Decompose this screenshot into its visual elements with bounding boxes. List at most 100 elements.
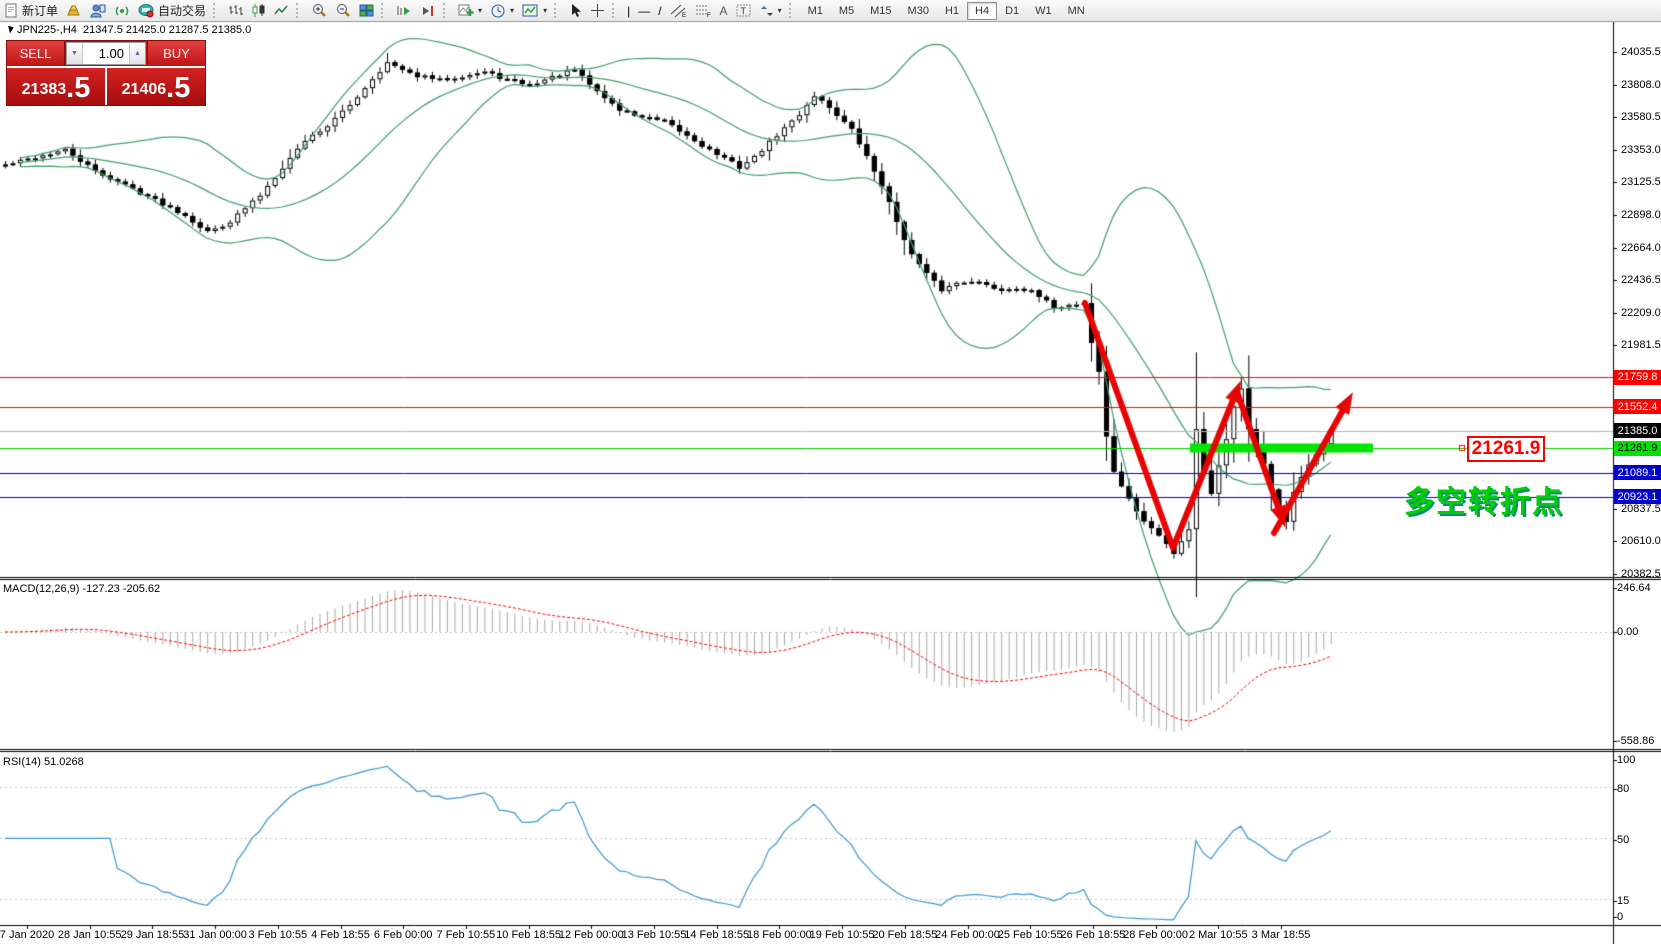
zoom-in-button[interactable]: [307, 2, 331, 20]
auto-scroll-button[interactable]: [392, 2, 416, 20]
timeframe-m30[interactable]: M30: [907, 4, 929, 17]
time-tick-label: 28 Feb 00:00: [1123, 929, 1189, 941]
gold-bars-icon: [67, 5, 80, 16]
dropdown-caret-icon: ▾: [543, 6, 548, 15]
macd-label: MACD(12,26,9) -127.23 -205.62: [3, 583, 161, 595]
trendline-tool[interactable]: /: [654, 2, 665, 20]
indicator-tick-label: 0.00: [1617, 626, 1639, 638]
cursor-arrow-icon: [572, 4, 582, 17]
object-anchor-icon: [8, 24, 15, 34]
price-tick-label: 20610.0: [1621, 535, 1661, 548]
indicator-tick-label: -558.86: [1617, 735, 1655, 747]
line-chart-button[interactable]: [270, 2, 293, 20]
zoom-out-button[interactable]: [331, 2, 355, 20]
buy-price-main: 21406: [121, 81, 167, 98]
timeframe-h1[interactable]: H1: [944, 4, 960, 17]
timeframe-w1[interactable]: W1: [1035, 4, 1052, 17]
main-toolbar: 新订单 自动交易: [0, 0, 1661, 22]
price-tick-label: 22898.0: [1621, 208, 1661, 221]
sell-button[interactable]: SELL: [7, 41, 65, 66]
shapes-tool[interactable]: ▾: [756, 2, 786, 20]
time-tick-label: 2 Mar 10:55: [1188, 929, 1248, 941]
volume-value[interactable]: 1.00: [98, 46, 124, 61]
buy-button[interactable]: BUY: [147, 41, 205, 66]
chart-shift-icon: [423, 6, 434, 16]
price-tick-label: 20837.5: [1621, 502, 1661, 515]
new-order-button[interactable]: 新订单: [0, 2, 62, 20]
sell-price-button[interactable]: 21383.5: [7, 68, 106, 105]
svg-text:E: E: [682, 13, 686, 18]
toolbar-separator: [443, 3, 450, 18]
trader-person-icon: [90, 4, 106, 18]
autotrading-label: 自动交易: [158, 4, 207, 18]
autotrading-button[interactable]: 自动交易: [134, 2, 210, 20]
time-tick-label: 28 Jan 10:55: [57, 929, 122, 941]
price-tick-label: 23353.0: [1621, 143, 1661, 156]
timeframe-m15[interactable]: M15: [870, 4, 892, 17]
volume-decrease-button[interactable]: ▼: [67, 43, 83, 64]
arrows-shapes-icon: [760, 5, 773, 16]
candlestick-icon: [252, 4, 265, 17]
toolbar-separator: [381, 3, 388, 18]
buy-price-frac: .5: [166, 72, 191, 104]
time-tick-label: 26 Feb 18:55: [1060, 929, 1126, 941]
price-tick-label: 22664.0: [1621, 241, 1661, 254]
chart-shift-button[interactable]: [416, 2, 440, 20]
fibonacci-tool[interactable]: F: [691, 2, 716, 20]
price-level-badge: 21759.8: [1614, 369, 1661, 385]
text-icon: A: [719, 3, 728, 18]
text-tool[interactable]: A: [716, 2, 732, 20]
market-watch-button[interactable]: [62, 2, 86, 20]
time-tick-label: 14 Feb 18:55: [684, 929, 750, 941]
indicators-add-icon: [458, 4, 474, 16]
indicator-tick-label: 15: [1617, 895, 1630, 907]
vertical-line-icon: |: [627, 3, 631, 18]
periods-button[interactable]: ▾: [486, 2, 518, 20]
tile-windows-icon: [359, 4, 374, 17]
template-icon: [522, 4, 538, 17]
buy-price-button[interactable]: 21406.5: [106, 68, 205, 105]
time-tick-label: 29 Jan 18:55: [120, 929, 185, 941]
price-level-badge: 21552.4: [1614, 399, 1661, 415]
timeframe-toolbar: M1 M5 M15 M30 H1 H4 D1 W1 MN: [800, 1, 1093, 20]
timeframe-mn[interactable]: MN: [1067, 4, 1085, 17]
timeframe-m1[interactable]: M1: [807, 4, 823, 17]
ohlc-high: 21425.0: [125, 24, 166, 36]
timeframe-d1[interactable]: D1: [1005, 4, 1020, 17]
indicator-tick-label: 100: [1617, 754, 1636, 766]
equidistant-channel-icon: E: [670, 4, 686, 18]
time-tick-label: 4 Feb 18:55: [311, 929, 370, 941]
channel-tool[interactable]: E: [666, 2, 691, 20]
candlestick-chart-button[interactable]: [247, 2, 270, 20]
price-level-badge: 21261.9: [1614, 440, 1661, 456]
price-tick-label: 21981.5: [1621, 339, 1661, 352]
signals-button[interactable]: [110, 2, 134, 20]
crosshair-tool-button[interactable]: [586, 2, 609, 20]
cursor-tool-button[interactable]: [565, 2, 586, 20]
indicators-button[interactable]: ▾: [454, 2, 486, 20]
accounts-button[interactable]: [86, 2, 110, 20]
horizontal-line-tool[interactable]: —: [634, 2, 654, 20]
tile-windows-button[interactable]: [355, 2, 378, 20]
time-tick-label: 13 Feb 10:55: [621, 929, 687, 941]
volume-increase-button[interactable]: ▲: [129, 43, 145, 64]
vertical-line-tool[interactable]: |: [623, 2, 634, 20]
templates-button[interactable]: ▾: [518, 2, 551, 20]
timeframe-h4[interactable]: H4: [967, 1, 998, 20]
rsi-label: RSI(14) 51.0268: [3, 756, 84, 768]
crosshair-icon: [591, 4, 605, 17]
time-tick-label: 12 Feb 00:00: [558, 929, 624, 941]
price-tick-label: 23808.0: [1621, 78, 1661, 91]
time-tick-label: 18 Feb 00:00: [746, 929, 812, 941]
symbol-period-label: JPN225-,H4: [17, 24, 77, 36]
timeframe-m5[interactable]: M5: [838, 4, 855, 17]
trendline-icon: /: [658, 3, 662, 18]
time-tick-label: 19 Feb 10:55: [809, 929, 875, 941]
time-tick-label: 31 Jan 00:00: [183, 929, 247, 941]
time-tick-label: 3 Feb 10:55: [248, 929, 308, 941]
text-label-tool[interactable]: T: [732, 2, 756, 20]
bar-chart-button[interactable]: [224, 2, 247, 20]
horizontal-line-icon: —: [638, 3, 651, 18]
